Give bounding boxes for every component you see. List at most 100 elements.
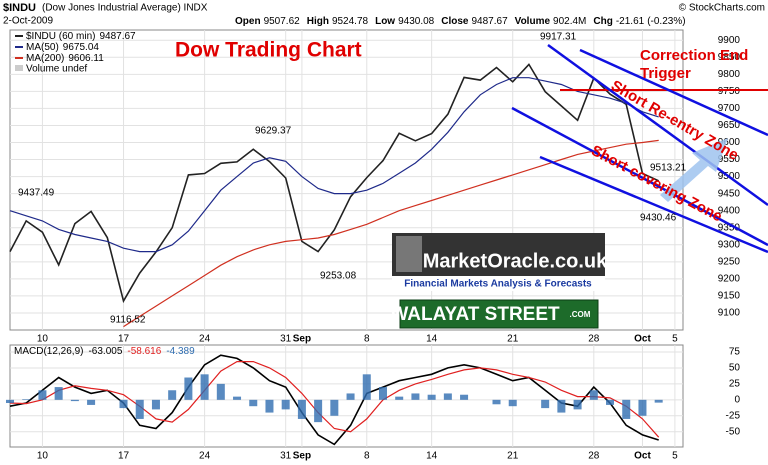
histogram-bar xyxy=(281,399,290,410)
logo-name: MarketOracle.co.uk xyxy=(423,250,608,272)
annotation: 9253.08 xyxy=(320,271,357,282)
histogram-bar xyxy=(362,374,371,400)
x-tick-label: 10 xyxy=(37,334,49,345)
histogram-bar xyxy=(557,399,566,413)
series-line xyxy=(9,63,660,304)
annotation: 9513.21 xyxy=(650,163,687,174)
histogram-bar xyxy=(265,399,274,413)
quote-value: 9524.78 xyxy=(332,16,369,27)
macd-name: MACD(12,26,9) xyxy=(14,346,83,357)
description: (Dow Jones Industrial Average) INDX xyxy=(42,3,208,14)
quote-value: 902.4M xyxy=(553,16,586,27)
histogram-bar xyxy=(541,399,550,409)
quote-label: Close xyxy=(441,16,469,27)
y-tick-label: -25 xyxy=(726,410,741,421)
macd-value: -58.616 xyxy=(127,346,161,357)
x-tick-label: 5 xyxy=(672,334,678,345)
channel-line xyxy=(579,48,768,137)
arrow xyxy=(660,138,728,202)
x-tick-label: 21 xyxy=(507,334,519,345)
x-tick-label: Oct xyxy=(634,451,651,462)
legend-entry: $INDU (60 min) 9487.67 xyxy=(26,31,136,42)
quote: Open 9507.62 High 9524.78 Low 9430.08 Close 948… xyxy=(235,16,686,27)
x-tick-label: Sep xyxy=(293,451,311,462)
y-tick-label: 9150 xyxy=(718,291,741,302)
histogram-bar xyxy=(622,399,631,419)
histogram-bar xyxy=(151,399,160,410)
histogram-bar xyxy=(70,399,79,402)
histogram-bar xyxy=(200,374,209,400)
quote-value: 9487.67 xyxy=(471,16,508,27)
x-tick-label: 17 xyxy=(118,334,130,345)
chart-title: Dow Trading Chart xyxy=(175,39,362,62)
histogram-bar xyxy=(22,399,31,400)
legend-entry: Volume undef xyxy=(26,64,87,75)
y-tick-label: 9300 xyxy=(718,239,741,250)
histogram-bar xyxy=(6,399,14,404)
banner-box xyxy=(399,299,599,329)
legend-value: 9675.04 xyxy=(63,42,100,53)
histogram-bar xyxy=(119,399,128,409)
quote-label: Chg xyxy=(593,16,612,27)
logo-icon xyxy=(396,236,422,272)
annotation: 9116.52 xyxy=(110,315,146,326)
x-tick-label: 10 xyxy=(37,451,49,462)
y-tick-label: -50 xyxy=(726,426,741,437)
x-tick-label: 31 xyxy=(280,334,292,345)
x-tick-label: 28 xyxy=(588,451,600,462)
histogram-bar xyxy=(589,390,598,400)
histogram-bar xyxy=(54,387,63,400)
histogram-bar xyxy=(346,393,355,400)
annotation: 9437.49 xyxy=(18,188,55,199)
x-tick-label: 5 xyxy=(672,451,678,462)
macd-value: -4.389 xyxy=(166,346,195,357)
x-tick-label: 14 xyxy=(426,451,438,462)
x-tick-label: Sep xyxy=(293,334,311,345)
legend-entry: MA(200) 9606.11 xyxy=(26,53,104,64)
quote-text: Open 9507.62 High 9524.78 Low 9430.08 Close 948… xyxy=(235,16,686,27)
macd-value: -63.005 xyxy=(88,346,122,357)
histogram-bar xyxy=(184,377,193,400)
histogram-bar xyxy=(330,399,339,416)
y-tick-label: 9450 xyxy=(718,188,741,199)
quote-label: High xyxy=(307,16,329,27)
quote-change: (-0.23%) xyxy=(647,16,685,27)
series-line xyxy=(9,77,659,253)
y-tick-label: 9600 xyxy=(718,137,741,148)
series-line xyxy=(123,139,659,328)
histogram-bar xyxy=(443,393,452,400)
symbol: $INDU xyxy=(3,2,36,14)
histogram-bar xyxy=(168,390,177,400)
quote-value: -21.61 xyxy=(616,16,645,27)
annotation: Trigger xyxy=(640,65,691,82)
histogram-bar xyxy=(314,399,323,423)
quote-label: Volume xyxy=(515,16,551,27)
channel-line xyxy=(547,43,768,207)
macd-legend: MACD(12,26,9) -63.005 -58.616 -4.389 xyxy=(14,346,195,357)
y-tick-label: 75 xyxy=(729,347,741,358)
legend-name: MA(50) xyxy=(26,42,59,53)
histogram-bar xyxy=(638,399,647,416)
y-tick-label: 50 xyxy=(729,363,741,374)
y-tick-label: 0 xyxy=(734,394,740,405)
y-tick-label: 9800 xyxy=(718,69,741,80)
histogram-bar xyxy=(460,394,469,400)
x-tick-label: 28 xyxy=(588,334,600,345)
histogram-bar xyxy=(411,393,420,400)
quote-value: 9430.08 xyxy=(398,16,435,27)
histogram-bar xyxy=(249,399,258,407)
series-line xyxy=(9,361,660,438)
x-tick-label: 8 xyxy=(364,451,370,462)
x-tick-label: 24 xyxy=(199,334,211,345)
logo-tagline: Financial Markets Analysis & Forecasts xyxy=(404,279,592,290)
macd-frame xyxy=(9,344,684,448)
y-tick-label: 9750 xyxy=(718,86,741,97)
y-tick-label: 9650 xyxy=(718,120,741,131)
histogram-bar xyxy=(427,394,436,400)
series-line xyxy=(9,354,659,446)
banner: WALAYAT STREET xyxy=(390,304,560,325)
histogram-bar xyxy=(297,399,306,419)
x-tick-label: 8 xyxy=(364,334,370,345)
histogram-bar xyxy=(378,387,387,400)
